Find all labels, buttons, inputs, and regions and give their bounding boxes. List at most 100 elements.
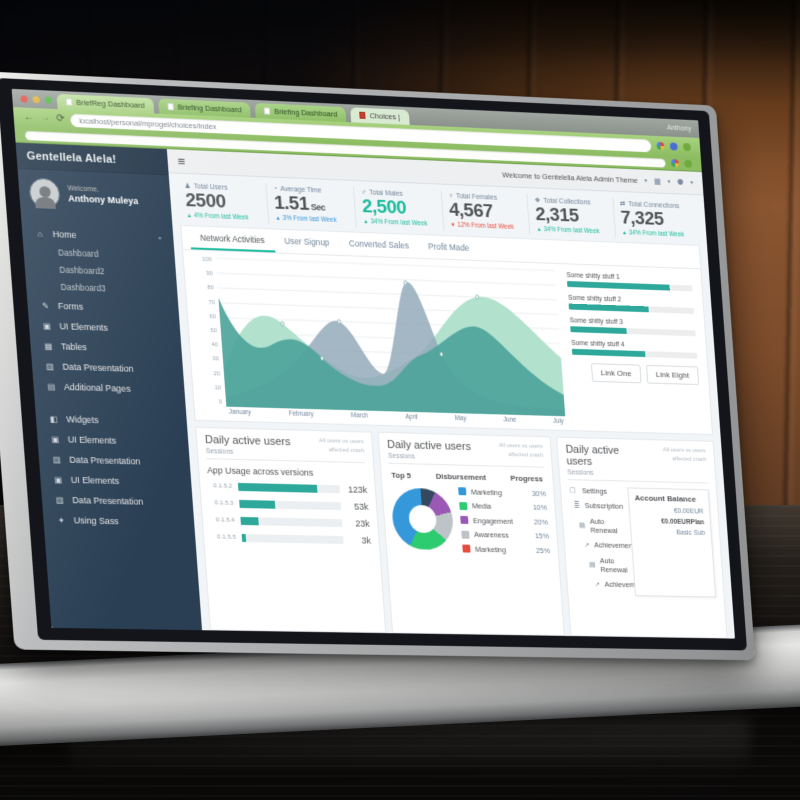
user-name: Anthony Muleya [67, 193, 139, 207]
tab-user-signup[interactable]: User Signup [284, 235, 330, 248]
collections-icon: ❖ [534, 197, 541, 205]
link-one-button[interactable]: Link One [590, 362, 642, 384]
home-icon: ⌂ [37, 228, 43, 239]
achievements-icon: ↗ [583, 542, 590, 550]
leaf-extension-icon[interactable] [684, 159, 693, 168]
stat-value: 2,500 [361, 196, 407, 219]
legend-swatch [462, 544, 471, 553]
legend-swatch [460, 516, 469, 525]
menu-toggle-icon[interactable]: ≡ [177, 153, 186, 169]
browser-tab[interactable]: Choices | [350, 107, 410, 125]
browser-profile-name[interactable]: Anthony [666, 124, 692, 133]
chevron-down-icon[interactable]: ▾ [644, 178, 648, 185]
progress-item: Some shitty stuff 4 [571, 340, 698, 359]
link-eight-button[interactable]: Link Eight [645, 364, 700, 385]
extension-icon[interactable] [669, 142, 678, 151]
chevron-down-icon[interactable]: ▾ [667, 179, 671, 186]
list-item-settings[interactable]: ▢ Settings [569, 486, 608, 496]
laptop: BriefReg Dashboard Briefing Dashboard Br… [0, 70, 756, 661]
ui-icon: ▣ [42, 321, 52, 331]
donut-legend: Marketing 30% Media 10% [458, 487, 551, 560]
zoom-window-button[interactable] [44, 95, 53, 104]
area-chart-svg [215, 256, 566, 417]
legend-swatch [459, 501, 468, 510]
progress-fill [571, 348, 645, 357]
minimize-window-button[interactable] [32, 95, 40, 103]
stat-value: 4,567 [448, 199, 494, 223]
legend-row: Marketing 25% [462, 544, 550, 555]
user-icon[interactable]: ⚉ [676, 177, 685, 187]
chart-icon: ▥ [55, 495, 64, 505]
colorwheel-icon[interactable] [670, 159, 679, 168]
usage-bar [239, 499, 276, 509]
stat-delta: 12% From last Week [450, 221, 522, 231]
tab-converted-sales[interactable]: Converted Sales [348, 238, 410, 251]
progress-fill [570, 326, 628, 334]
laptop-screen: BriefReg Dashboard Briefing Dashboard Br… [11, 88, 735, 639]
screen-bezel: BriefReg Dashboard Briefing Dashboard Br… [0, 77, 748, 651]
sidebar-item-additional-pages[interactable]: ▤ Additional Pages [47, 381, 131, 394]
chart-icon: ▥ [52, 454, 61, 464]
navbar-welcome-text: Welcome to Gentelella Alela Admin Theme [502, 170, 639, 185]
legend-swatch [458, 487, 467, 496]
card-title: Account Balance [634, 493, 697, 504]
tab-profit-made[interactable]: Profit Made [427, 241, 470, 253]
stat-total-users: ♟Total Users 2500 4% From last Week [177, 180, 268, 224]
forward-icon[interactable]: → [39, 112, 51, 124]
tab-label: Choices | [369, 111, 401, 122]
main-content: ≡ Welcome to Gentelella Alela Admin Them… [166, 149, 735, 639]
list-item-achievements-2[interactable]: ↗ Achievements [594, 580, 649, 590]
avatar[interactable] [28, 177, 61, 210]
tab-label: Briefing Dashboard [177, 102, 242, 115]
renewal-icon: ▤ [578, 522, 586, 530]
donut-chart [390, 487, 455, 551]
chevron-down-icon[interactable]: ▾ [690, 180, 694, 187]
list-item-auto-renewal[interactable]: ▤ Auto Renewal [578, 516, 618, 535]
legend-row: Awareness 15% [461, 530, 549, 541]
list-item-subscription[interactable]: ≣ Subscription [573, 501, 624, 512]
url-text: localhost/personal/mprogel/choices/index [78, 115, 217, 131]
stat-total-males: ♂Total Males 2,500 34% From last Week [352, 186, 444, 231]
back-icon[interactable]: ← [23, 111, 35, 124]
list-item-auto-renewal-2[interactable]: ▤ Auto Renewal [588, 556, 628, 575]
stat-total-connections: ⇄Total Connections 7,325 34% From last W… [611, 197, 700, 241]
stat-value: 7,325 [620, 207, 665, 230]
tab-favicon [264, 107, 271, 115]
app-usage-panel: Daily active users Sessions All users vs… [195, 426, 387, 634]
balance-amount: €0.00EUR [673, 507, 704, 516]
settings-list: ▢ Settings ≣ Subscription ▤ Auto Renewal ↗ A… [568, 486, 649, 596]
usage-row: 0.1.5.2 123k [213, 482, 368, 495]
usage-row: 0.1.5.3 53k [214, 499, 369, 512]
account-balance-card: Account Balance €0.00EUR €0.00EURPlan Ba… [627, 487, 717, 598]
user-profile: Welcome, Anthony Muleya [18, 169, 173, 223]
stat-delta: 34% From last Week [363, 218, 436, 228]
laptop-lid-frame: BriefReg Dashboard Briefing Dashboard Br… [0, 70, 756, 661]
tab-favicon [167, 102, 174, 111]
ui-icon: ▣ [51, 434, 60, 444]
list-item-achievements[interactable]: ↗ Achievements [583, 540, 639, 551]
sidebar-item-using-sass[interactable]: ✦ Using Sass [43, 510, 195, 533]
progress-item: Some shitty stuff 2 [568, 295, 695, 314]
panel-title: Daily active users [386, 438, 472, 453]
panel-title: Daily active users [204, 433, 291, 449]
apps-icon[interactable]: ▦ [653, 176, 662, 186]
progress-fill [566, 280, 671, 291]
extension-icon[interactable] [682, 143, 691, 152]
reload-icon[interactable]: ⟳ [55, 113, 66, 125]
colorwheel-extension-icon[interactable] [656, 141, 665, 150]
legend-swatch [461, 530, 470, 539]
close-window-button[interactable] [20, 94, 28, 103]
users-icon: ♟ [184, 182, 191, 191]
bottom-panels: Daily active users Sessions All users vs… [195, 426, 728, 639]
tab-favicon [359, 111, 366, 119]
stat-value: 1.51Sec [273, 192, 326, 215]
area-chart: 100 90 80 70 60 50 40 30 20 10 0 [191, 255, 566, 428]
dashboard: Gentellela Alela! Welcome, Anthony Muley… [15, 142, 735, 639]
settings-panel: Daily active users Sessions All users vs… [556, 436, 728, 639]
table-header: Top 5 Disbursement Progress [390, 470, 544, 484]
stat-value: 2500 [184, 189, 227, 213]
subscription-icon: ≣ [573, 502, 580, 510]
sessions-label: Sessions [205, 447, 234, 456]
settings-icon: ▢ [569, 487, 577, 495]
tab-network-activities[interactable]: Network Activities [189, 226, 276, 253]
